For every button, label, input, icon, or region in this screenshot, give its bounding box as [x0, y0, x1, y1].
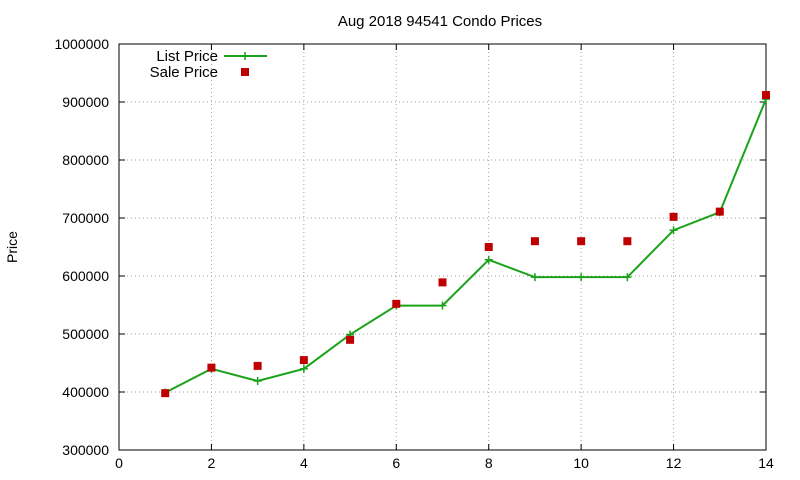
list-price-point	[299, 364, 308, 373]
x-tick-label: 6	[392, 455, 400, 471]
y-tick-label: 900000	[62, 94, 109, 110]
x-tick-label: 2	[208, 455, 216, 471]
list-price-point	[669, 226, 678, 235]
legend-plus-marker	[241, 52, 249, 60]
data-series	[161, 91, 770, 398]
list-price-point	[438, 301, 447, 310]
legend-label: List Price	[156, 48, 218, 65]
y-tick-label: 300000	[62, 442, 109, 458]
x-tick-label: 0	[115, 455, 123, 471]
sale-price-point	[161, 389, 170, 398]
gridlines	[119, 44, 766, 450]
y-tick-label: 600000	[62, 268, 109, 284]
y-tick-label: 800000	[62, 152, 109, 168]
series-sale-price	[161, 91, 770, 398]
tick-labels: 0 2 4 6 8 10 12 14 300000 400000 500000 600000 70000…	[54, 36, 774, 471]
sale-price-point	[299, 356, 308, 365]
list-price-point	[484, 255, 493, 264]
x-tick-label: 14	[758, 455, 774, 471]
list-price-point	[530, 273, 539, 282]
list-price-line	[164, 98, 767, 394]
legend-label: Sale Price	[150, 64, 218, 81]
x-tick-label: 12	[666, 455, 682, 471]
sale-price-point	[669, 212, 678, 221]
chart-title: Aug 2018 94541 Condo Prices	[338, 13, 542, 30]
sale-price-point	[253, 361, 262, 370]
sale-price-point	[762, 91, 770, 100]
plot-border	[118, 43, 767, 451]
list-price-point	[577, 273, 586, 282]
legend-square-marker	[241, 68, 249, 76]
x-tick-label: 10	[573, 455, 589, 471]
sale-price-point	[715, 207, 724, 216]
y-tick-label: 500000	[62, 326, 109, 342]
sale-price-point	[577, 237, 586, 246]
y-tick-label: 400000	[62, 384, 109, 400]
y-tick-label: 700000	[62, 210, 109, 226]
plot-frame	[118, 43, 767, 451]
sale-price-point	[530, 237, 539, 246]
list-price-point	[253, 376, 262, 385]
y-axis-label: Price	[4, 231, 20, 263]
sale-price-point	[438, 278, 447, 287]
list-price-point	[623, 273, 632, 282]
sale-price-point	[623, 237, 632, 246]
sale-price-point	[484, 243, 493, 251]
x-tick-label: 8	[485, 455, 493, 471]
x-tick-label: 4	[300, 455, 308, 471]
sale-price-point	[392, 299, 401, 308]
sale-price-point	[207, 363, 216, 372]
y-tick-label: 1000000	[54, 36, 109, 52]
series-list-price	[161, 95, 770, 397]
sale-price-point	[346, 335, 355, 344]
